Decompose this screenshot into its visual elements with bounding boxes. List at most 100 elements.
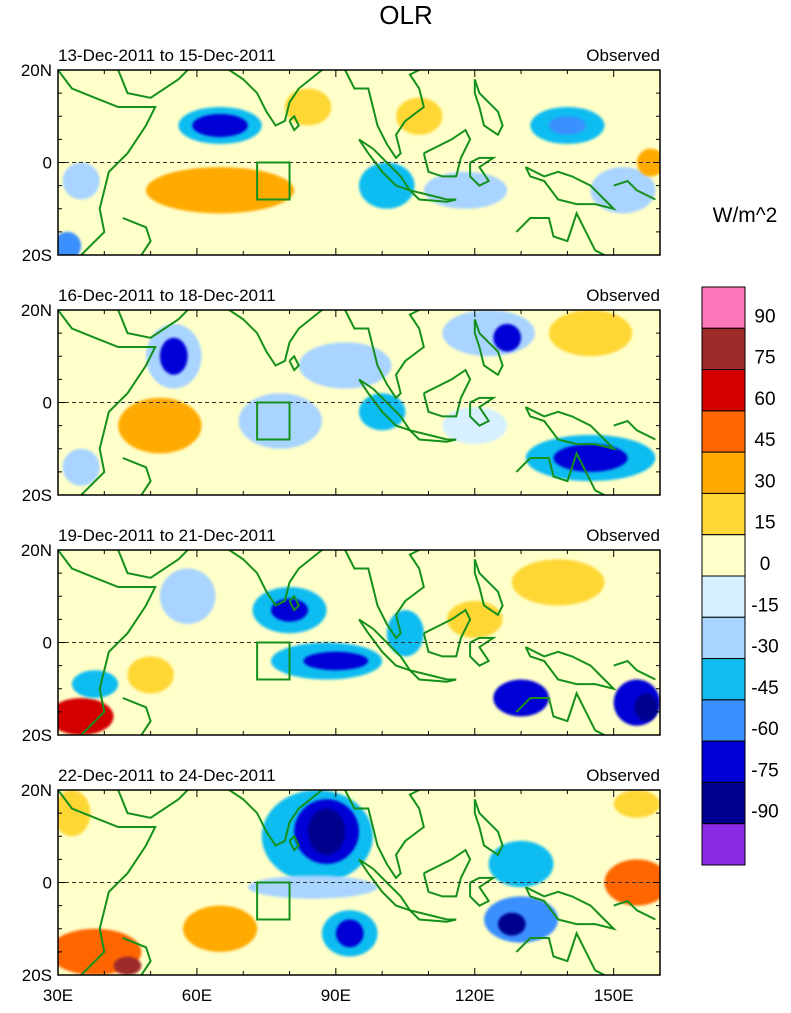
coastline-5 xyxy=(344,70,425,160)
coastline-4 xyxy=(288,834,301,852)
coastline-1 xyxy=(58,550,157,735)
target-region-box xyxy=(256,161,291,201)
coastline-2 xyxy=(117,790,189,819)
olr-cell-7 xyxy=(446,600,503,638)
coastline-12 xyxy=(515,930,605,975)
colorbar-swatch-14 xyxy=(701,823,746,866)
coastlines xyxy=(58,790,656,975)
coastline-10 xyxy=(473,78,504,137)
olr-field xyxy=(58,88,660,255)
colorbar-label: -60 xyxy=(751,719,778,740)
olr-cell-9 xyxy=(548,310,633,357)
olr-cell-5 xyxy=(359,162,415,209)
x-tick-label: 150E xyxy=(594,986,634,1005)
coastline-12 xyxy=(515,450,605,495)
olr-cell-5 xyxy=(298,342,392,389)
olr-cell-11 xyxy=(113,956,142,975)
olr-cell-3 xyxy=(118,397,202,454)
olr-cell-4 xyxy=(247,875,378,899)
y-tick-label: 0 xyxy=(43,154,52,173)
y-tick-label: 20S xyxy=(22,966,52,985)
coastline-4 xyxy=(288,354,301,372)
colorbar-swatch-9 xyxy=(701,616,746,660)
olr-cell-3 xyxy=(145,167,295,214)
coastline-2 xyxy=(117,550,189,579)
coastline-10 xyxy=(473,558,504,617)
olr-field xyxy=(62,310,656,486)
panel-period: 16-Dec-2011 to 18-Dec-2011 xyxy=(58,286,276,305)
colorbar-swatch-7 xyxy=(701,534,746,577)
coastline-11 xyxy=(524,646,617,691)
y-tick-label: 0 xyxy=(43,394,52,413)
panel-label: Observed xyxy=(586,766,660,785)
y-tick-label: 0 xyxy=(43,874,52,893)
coastline-9 xyxy=(469,156,497,187)
x-tick-label: 90E xyxy=(321,986,351,1005)
colorbar-swatch-4 xyxy=(701,410,746,453)
target-region-box xyxy=(256,881,291,921)
olr-cell-4 xyxy=(284,88,332,126)
panels: 20N 0 20S 13-Dec-2011 to 15-Dec-2011 Observe… xyxy=(21,46,661,1005)
coastline-2 xyxy=(117,70,189,99)
colorbar-label: 30 xyxy=(754,471,775,492)
coastline-3 xyxy=(228,310,323,367)
colorbar-swatch-3 xyxy=(701,369,746,412)
coastline-1 xyxy=(58,310,157,495)
olr-cell-11 xyxy=(634,693,658,722)
coastline-8 xyxy=(422,608,472,658)
olr-cell-9 xyxy=(497,912,526,936)
olr-cell-13 xyxy=(71,670,119,698)
panel-label: Observed xyxy=(586,286,660,305)
x-tick-label: 120E xyxy=(455,986,495,1005)
olr-cell-14 xyxy=(613,790,660,818)
coastline-11 xyxy=(524,886,617,931)
coastline-7 xyxy=(409,429,457,443)
panel-1: 20N 0 20S 13-Dec-2011 to 15-Dec-2011 Observe… xyxy=(21,46,661,265)
panel-label: Observed xyxy=(586,46,660,65)
colorbar-label: -15 xyxy=(751,595,778,616)
olr-cell-8 xyxy=(511,559,605,606)
coastline-9 xyxy=(469,636,497,667)
coastline-3 xyxy=(228,70,323,127)
x-tick-label: 60E xyxy=(182,986,212,1005)
coastline-10 xyxy=(473,798,504,857)
coastline-12 xyxy=(515,690,605,735)
y-tick-label: 20N xyxy=(21,61,52,80)
panel-2: 20N 0 20S 16-Dec-2011 to 18-Dec-2011 Observe… xyxy=(21,286,661,505)
panel-3: 20N 0 20S 19-Dec-2011 to 21-Dec-2011 Observe… xyxy=(21,526,661,745)
coastline-14 xyxy=(613,659,656,681)
colorbar-label: 60 xyxy=(754,389,775,410)
olr-cell-14 xyxy=(127,656,174,694)
coastline-9 xyxy=(469,876,497,907)
olr-cell-2 xyxy=(192,113,248,138)
olr-cell-12 xyxy=(58,698,114,735)
coastline-3 xyxy=(228,550,323,607)
coastline-5 xyxy=(344,790,425,880)
coastline-12 xyxy=(515,210,605,255)
olr-cell-7 xyxy=(423,171,508,209)
chart-title: OLR xyxy=(379,0,432,30)
olr-cell-7 xyxy=(488,840,554,888)
panel-label: Observed xyxy=(586,526,660,545)
colorbar-label: 75 xyxy=(754,348,775,369)
panel-period: 13-Dec-2011 to 15-Dec-2011 xyxy=(58,46,276,65)
olr-cell-4 xyxy=(238,393,322,449)
coastline-10 xyxy=(473,318,504,377)
y-tick-label: 20N xyxy=(21,781,52,800)
y-tick-label: 20N xyxy=(21,301,52,320)
colorbar-swatch-10 xyxy=(701,658,746,701)
olr-cell-8 xyxy=(493,323,522,352)
coastline-11 xyxy=(524,166,617,211)
x-tick-label: 30E xyxy=(43,986,73,1005)
coastline-5 xyxy=(344,550,425,640)
y-tick-label: 20S xyxy=(22,486,52,505)
colorbar-label: -45 xyxy=(751,678,778,699)
coastline-14 xyxy=(613,899,656,921)
coastline-4 xyxy=(288,594,301,612)
colorbar-swatch-12 xyxy=(701,740,746,783)
coastline-3 xyxy=(228,790,323,847)
olr-cell-9 xyxy=(548,116,586,135)
coastlines xyxy=(58,70,656,255)
olr-cell-9 xyxy=(493,679,549,717)
